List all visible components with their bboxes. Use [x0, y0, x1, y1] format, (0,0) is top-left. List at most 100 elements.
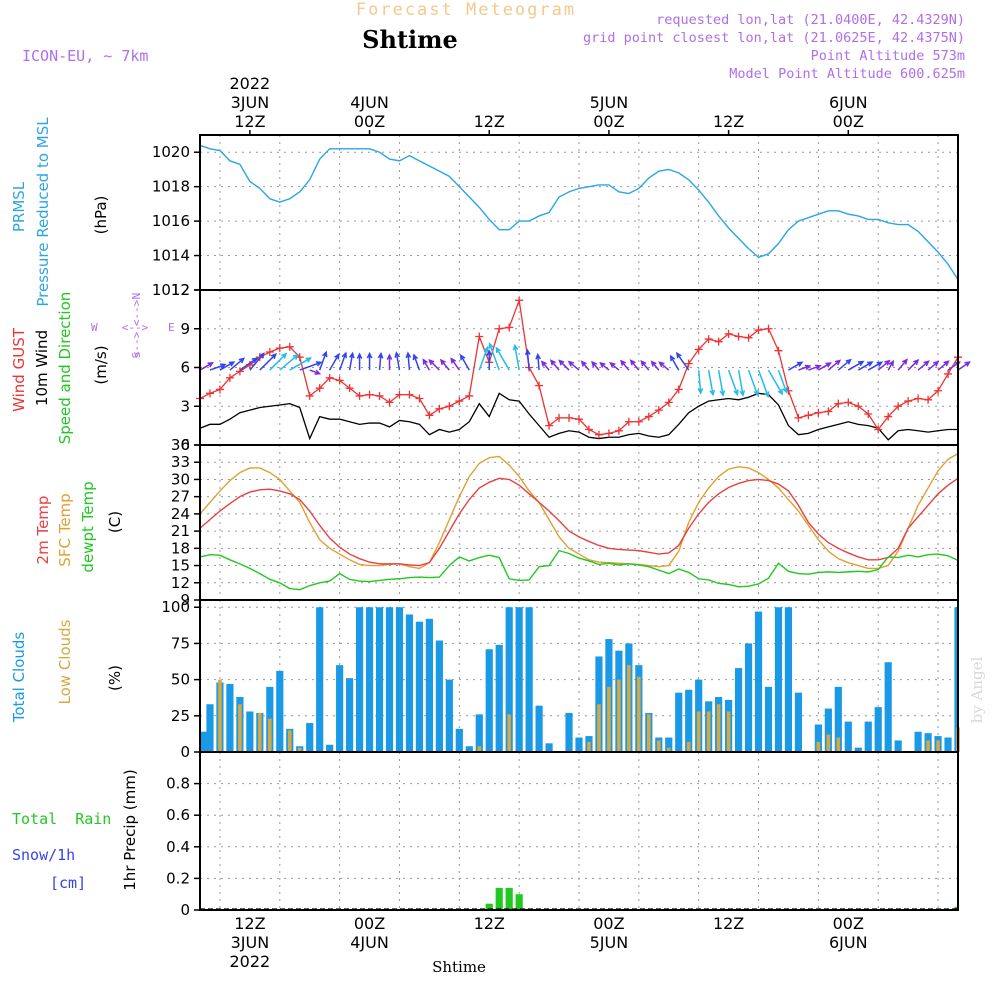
wind-direction-arrow: [957, 361, 971, 371]
precip-panel-labels: Total Rain Snow/1h [cm] 1hr Precip (mm): [12, 769, 139, 892]
top-time-label: 5JUN: [590, 93, 629, 112]
total-cloud-bar: [495, 644, 503, 752]
wind-gust-marker: [205, 389, 214, 398]
wind-gust-marker: [944, 369, 953, 378]
wind-direction-arrow: [219, 361, 236, 371]
temp-panel-labels: 2m Temp SFC Temp dewpt Temp (C): [34, 481, 124, 572]
wind-direction-arrow: [318, 350, 328, 371]
wind-direction-arrow: [439, 358, 450, 371]
temp-dewpt-label: dewpt Temp: [79, 481, 97, 572]
wind-direction-arrow: [229, 357, 246, 371]
low-cloud-bar: [218, 679, 222, 752]
pressure-unit: (hPa): [92, 196, 110, 235]
wind-direction-arrow: [837, 358, 852, 371]
y-tick-label: 0: [180, 743, 190, 761]
wind-gust-marker: [465, 391, 474, 400]
y-tick-label: 12: [171, 574, 190, 592]
wind-gust-marker: [475, 332, 484, 341]
bottom-time-label: 4JUN: [350, 933, 389, 952]
total-cloud-bar: [515, 607, 523, 752]
bottom-time-label: 12Z: [234, 914, 265, 933]
series-sfc-temp-line: [199, 453, 959, 570]
y-tick-label: 1012: [152, 281, 190, 299]
total-cloud-bar: [884, 662, 892, 752]
wind-compass: W <--> E <--> N <--> S: [91, 293, 175, 359]
wind-10m-label: 10m Wind: [33, 330, 51, 406]
precip-axis-label: 1hr Precip (mm): [121, 769, 139, 890]
wind-direction-arrow: [567, 360, 580, 371]
total-rain-label: Total Rain: [12, 810, 111, 828]
total-cloud-bar: [814, 724, 822, 752]
wind-gust-marker: [814, 408, 823, 417]
total-cloud-bar: [854, 747, 862, 752]
bottom-time-label: 00Z: [593, 914, 624, 933]
low-cloud-bar: [297, 747, 302, 752]
compass-s: S: [130, 352, 143, 359]
wind-gust-marker: [654, 406, 663, 415]
total-cloud-bar: [226, 683, 234, 752]
wind-direction-arrow: [549, 359, 560, 371]
low-cloud-bar: [477, 746, 482, 752]
wind-direction-arrow: [717, 369, 726, 397]
temp-2m-label: 2m Temp: [34, 496, 52, 565]
wind-gust-marker: [674, 385, 683, 394]
total-cloud-bar: [834, 686, 842, 752]
footer-location: Shtime: [432, 958, 486, 976]
data-layer: [196, 144, 971, 910]
bottom-time-label: 00Z: [833, 914, 864, 933]
series-10m-wind-line: [199, 392, 958, 441]
total-cloud-bar: [744, 643, 753, 752]
wind-gust-marker: [505, 323, 514, 332]
compass-v1: <-->: [130, 299, 143, 326]
total-cloud-bar: [525, 607, 533, 752]
wind-direction-arrow: [394, 351, 401, 371]
wind-direction-arrow: [917, 360, 930, 371]
wind-direction-arrow: [495, 346, 510, 371]
total-cloud-bar: [445, 679, 453, 752]
wind-direction-arrow: [478, 345, 489, 371]
total-cloud-bar: [246, 711, 254, 752]
bottom-time-label: 2022: [230, 952, 271, 971]
wind-gust-marker: [704, 335, 713, 344]
wind-direction-arrow: [798, 364, 812, 371]
wind-direction-arrow: [757, 369, 770, 399]
y-tick-label: 1020: [152, 143, 190, 161]
total-cloud-bar: [306, 723, 314, 752]
wind-direction-arrow: [366, 351, 373, 371]
wind-gust-marker: [375, 391, 384, 400]
low-cloud-bar: [666, 747, 671, 752]
low-cloud-bar: [627, 665, 631, 752]
wind-gust-marker: [405, 390, 414, 399]
wind-speed-dir-label: Speed and Direction: [56, 292, 74, 445]
wind-gust-marker: [584, 425, 593, 434]
y-tick-label: 100: [161, 598, 190, 616]
wind-direction-arrow: [767, 369, 784, 396]
y-tick-label: 24: [171, 505, 190, 523]
total-cloud-bar: [385, 607, 394, 752]
low-cloud-bar: [238, 704, 242, 752]
total-cloud-bar: [475, 714, 483, 752]
wind-direction-arrow: [897, 358, 908, 371]
wind-gust-marker: [864, 410, 873, 418]
rain-bar: [495, 887, 503, 910]
low-clouds-label: Low Clouds: [56, 619, 74, 704]
bottom-time-label: 00Z: [354, 914, 385, 933]
total-cloud-bar: [316, 607, 324, 752]
wind-direction-arrow: [650, 360, 660, 371]
low-cloud-bar: [258, 712, 262, 752]
wind-gust-marker: [644, 412, 653, 421]
top-time-label: 00Z: [354, 112, 385, 131]
wind-gust-marker: [614, 426, 623, 435]
wind-direction-arrow: [558, 359, 570, 371]
wind-gust-marker: [415, 394, 424, 403]
wind-direction-arrow: [867, 361, 884, 371]
y-tick-label: 0.2: [166, 869, 190, 887]
wind-direction-arrow: [937, 360, 950, 371]
total-cloud-bar: [565, 712, 573, 752]
wind-gust-marker: [345, 384, 354, 393]
total-cloud-bar: [200, 731, 208, 752]
wind-gust-marker: [225, 373, 234, 382]
wind-gust-marker: [305, 391, 314, 400]
wind-direction-arrow: [669, 354, 680, 371]
low-cloud-bar: [507, 714, 511, 752]
